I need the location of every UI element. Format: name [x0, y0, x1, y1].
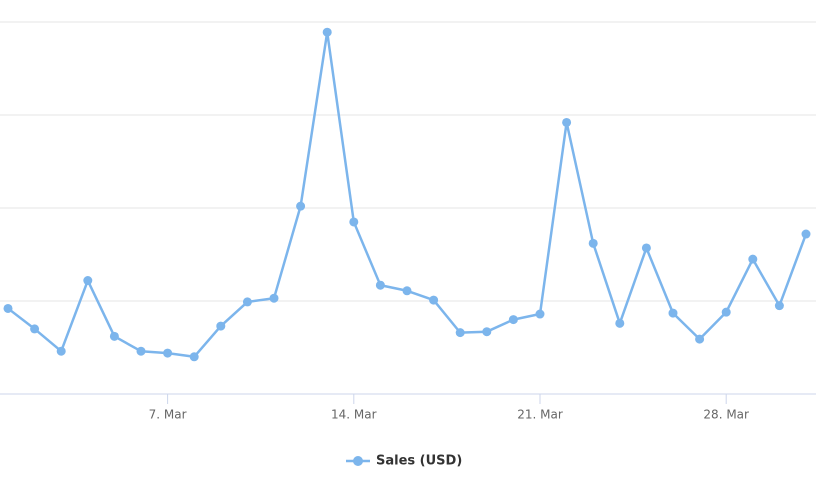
- data-point: [455, 328, 465, 338]
- data-point: [801, 229, 811, 239]
- data-point: [269, 293, 279, 303]
- data-point: [136, 346, 146, 356]
- data-point: [375, 280, 385, 290]
- data-point: [588, 238, 598, 248]
- data-point: [429, 295, 439, 305]
- legend-symbol: [353, 456, 363, 466]
- x-tick-label: 7. Mar: [149, 408, 187, 422]
- data-point: [615, 318, 625, 328]
- data-point: [109, 331, 119, 341]
- data-point: [508, 315, 518, 325]
- data-point: [189, 352, 199, 362]
- data-point: [216, 321, 226, 331]
- x-tick-label: 21. Mar: [517, 408, 563, 422]
- data-point: [721, 307, 731, 317]
- x-tick-label: 14. Mar: [331, 408, 377, 422]
- data-point: [83, 276, 93, 286]
- legend-item[interactable]: Sales (USD): [346, 454, 462, 469]
- series-line: [7, 30, 808, 359]
- data-point: [482, 327, 492, 337]
- data-point: [322, 27, 332, 37]
- data-point: [296, 201, 306, 211]
- legend-label: Sales (USD): [376, 454, 462, 469]
- data-point: [748, 254, 758, 264]
- x-tick-label: 28. Mar: [703, 408, 749, 422]
- data-point: [3, 303, 13, 313]
- data-point: [535, 309, 545, 319]
- data-point: [641, 243, 651, 253]
- data-point: [163, 348, 173, 358]
- data-point: [402, 286, 412, 296]
- data-point: [242, 297, 252, 307]
- data-point: [30, 324, 40, 334]
- data-point: [562, 117, 572, 127]
- data-point: [774, 301, 784, 311]
- data-point: [695, 334, 705, 344]
- data-point: [668, 308, 678, 318]
- data-point: [349, 217, 359, 227]
- data-point: [56, 346, 66, 356]
